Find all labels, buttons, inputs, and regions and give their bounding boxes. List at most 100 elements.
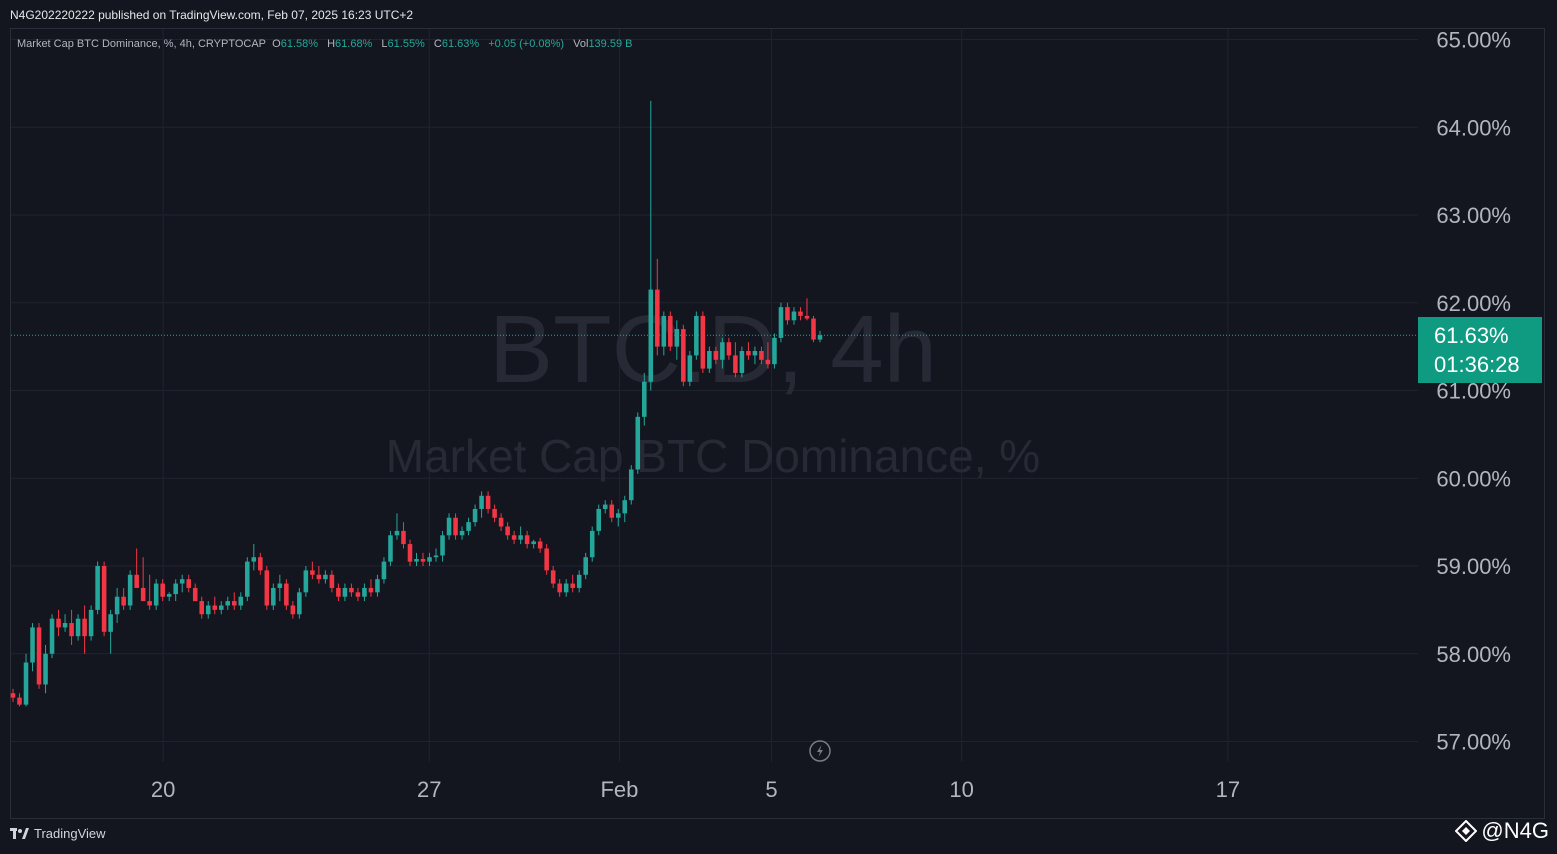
- diamond-logo-icon: [1455, 820, 1478, 842]
- legend-title: Market Cap BTC Dominance, %, 4h, CRYPTOC…: [17, 38, 267, 50]
- candle-body: [69, 623, 74, 637]
- candle-body: [362, 587, 367, 597]
- x-tick-label: 10: [949, 777, 973, 802]
- candle: [407, 539, 413, 566]
- candle-body: [401, 530, 406, 545]
- candle-body: [440, 535, 445, 556]
- candle: [388, 530, 393, 566]
- candle: [778, 302, 784, 343]
- candle-body: [264, 570, 270, 606]
- last-price-tag: 61.63% 01:36:28: [1418, 317, 1542, 383]
- candle: [694, 311, 699, 360]
- candle: [10, 688, 16, 703]
- publish-info: N4G202220222 published on TradingView.co…: [10, 8, 414, 22]
- candle-body: [817, 335, 823, 340]
- candle-body: [537, 541, 543, 549]
- candle: [661, 311, 667, 356]
- candle: [49, 614, 55, 659]
- candle: [720, 337, 725, 369]
- candle: [394, 513, 400, 540]
- y-tick-label: 63.00%: [1436, 203, 1511, 228]
- candle: [687, 351, 693, 387]
- candle: [95, 561, 100, 615]
- candle-body: [43, 653, 48, 685]
- candle-body: [609, 504, 615, 518]
- candle: [160, 579, 165, 602]
- chart-frame[interactable]: [10, 28, 1545, 819]
- candle-body: [589, 530, 595, 558]
- candle-body: [251, 557, 257, 562]
- candle: [186, 574, 191, 593]
- tradingview-logo[interactable]: TradingView: [10, 826, 106, 841]
- candle: [772, 333, 777, 369]
- candle: [700, 311, 706, 373]
- candle: [342, 583, 348, 602]
- candle-body: [310, 570, 315, 575]
- tradingview-logo-icon: [10, 827, 29, 839]
- candle-body: [720, 342, 725, 360]
- candle: [303, 566, 309, 597]
- candle-body: [420, 558, 426, 562]
- replay-lightning-icon[interactable]: [809, 740, 831, 762]
- candle-body: [694, 315, 699, 356]
- bar-countdown: 01:36:28: [1434, 352, 1520, 377]
- candle-body: [648, 289, 654, 382]
- candle: [707, 346, 712, 373]
- x-tick-label: 27: [417, 777, 441, 802]
- candle-body: [108, 614, 113, 632]
- legend-close: 61.63%: [441, 38, 480, 50]
- candle: [550, 566, 556, 588]
- candle-body: [602, 504, 608, 509]
- tradingview-brand: TradingView: [34, 826, 106, 841]
- candle-body: [290, 605, 296, 615]
- candle: [277, 574, 283, 602]
- candle: [472, 504, 478, 527]
- candle: [199, 596, 205, 619]
- candle-body: [668, 315, 673, 347]
- candle-body: [82, 618, 87, 637]
- legend-high: 61.68%: [335, 38, 373, 50]
- candle-body: [297, 592, 302, 615]
- candle: [173, 579, 178, 602]
- candle-body: [518, 535, 523, 540]
- candle: [56, 609, 61, 637]
- author-handle: @N4G: [1455, 818, 1549, 844]
- candle: [414, 552, 419, 566]
- candle: [329, 570, 335, 593]
- candle: [336, 583, 341, 602]
- candle-body: [95, 566, 100, 610]
- candle-body: [713, 351, 719, 360]
- candle-body: [726, 342, 732, 356]
- y-tick-label: 58.00%: [1436, 642, 1511, 667]
- candle-body: [433, 555, 439, 558]
- y-tick-label: 59.00%: [1436, 554, 1511, 579]
- candle: [511, 530, 517, 545]
- candle: [166, 592, 172, 602]
- candle: [153, 579, 159, 610]
- candle: [524, 530, 530, 549]
- candle-body: [804, 315, 810, 319]
- candle: [485, 491, 491, 514]
- candle: [284, 579, 289, 610]
- candle-body: [101, 566, 107, 632]
- candle-body: [394, 530, 400, 536]
- candle-body: [36, 627, 42, 685]
- y-axis[interactable]: 57.00%58.00%59.00%60.00%61.00%62.00%63.0…: [1436, 28, 1511, 755]
- candle: [570, 574, 575, 593]
- candle: [668, 311, 673, 352]
- candle: [817, 330, 823, 343]
- legend-high-key: H: [327, 38, 336, 50]
- candle: [30, 623, 35, 672]
- candle-body: [140, 587, 146, 602]
- candle: [362, 583, 367, 602]
- candle: [466, 517, 471, 536]
- y-tick-label: 64.00%: [1436, 115, 1511, 140]
- candle-body: [114, 596, 120, 615]
- candle: [544, 544, 549, 575]
- candle: [785, 302, 790, 325]
- candle: [642, 372, 647, 426]
- x-axis[interactable]: 20 27 Feb 5 10 17: [151, 777, 1240, 802]
- candle-body: [485, 495, 491, 509]
- candle: [446, 513, 452, 540]
